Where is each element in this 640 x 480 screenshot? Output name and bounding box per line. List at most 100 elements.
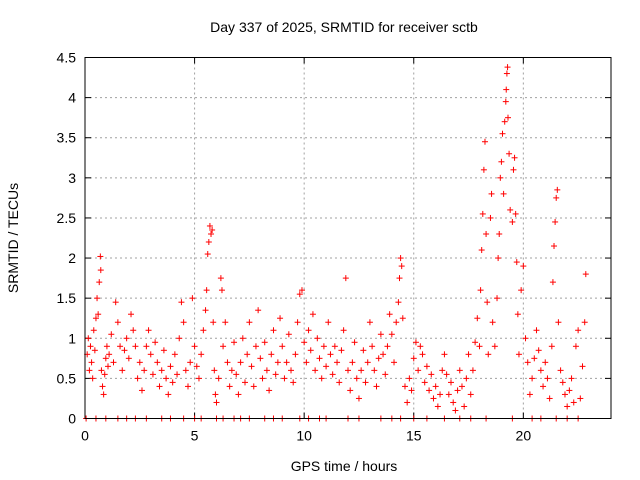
data-point [248,363,255,370]
data-point [255,307,262,314]
data-point [461,403,468,410]
data-point [503,86,510,93]
data-point [450,399,457,406]
data-point [456,367,463,374]
data-point [469,367,476,374]
data-point [458,383,465,390]
data-point [553,194,560,201]
data-point [544,375,551,382]
data-point [96,279,103,286]
data-point [320,343,327,350]
x-tick-label: 10 [296,428,312,444]
data-point [498,158,505,165]
data-point [261,339,268,346]
data-point [149,371,156,378]
x-tick-label: 0 [81,428,89,444]
data-point [257,355,264,362]
data-point [298,287,305,294]
data-point [85,335,92,342]
data-point [206,222,213,229]
data-point [235,391,242,398]
data-point [283,359,290,366]
data-point [252,343,259,350]
data-point [94,295,101,302]
data-point [426,387,433,394]
data-point [218,287,225,294]
data-point [382,371,389,378]
data-point [123,335,130,342]
data-point [494,295,501,302]
data-point [195,375,202,382]
data-point [176,335,183,342]
data-point [441,351,448,358]
data-point [353,375,360,382]
data-point [406,375,413,382]
data-point [480,166,487,173]
data-point [476,343,483,350]
data-point [169,379,176,386]
data-point [204,251,211,258]
data-point [507,206,514,213]
data-point [119,367,126,374]
data-point [557,367,564,374]
x-tick-label: 20 [516,428,532,444]
data-point [568,375,575,382]
data-point [501,118,508,125]
data-point [510,166,517,173]
data-point [428,371,435,378]
data-point [552,218,559,225]
data-point [143,343,150,350]
y-tick-label: 4.5 [57,50,77,66]
data-point [220,343,227,350]
plot-frame [84,57,612,419]
y-axis-label: SRMTID / TECUs [5,183,21,293]
data-point [101,371,108,378]
data-point [397,255,404,262]
data-point [205,239,212,246]
data-point [99,383,106,390]
data-point [384,343,391,350]
data-point [491,343,498,350]
data-point [448,379,455,386]
x-tick-label: 5 [191,428,199,444]
data-point [419,351,426,358]
data-point [509,218,516,225]
data-point [331,343,338,350]
data-point [499,130,506,137]
data-point [551,243,558,250]
data-point [259,375,266,382]
data-point [277,315,284,322]
data-point [288,367,295,374]
data-point [334,359,341,366]
data-point [487,214,494,221]
data-point [581,319,588,326]
data-point [163,375,170,382]
data-point [307,347,314,354]
data-point [215,375,222,382]
data-point [241,379,248,386]
data-point [355,395,362,402]
data-point [134,375,141,382]
data-point [266,387,273,394]
data-point [484,299,491,306]
data-point [506,150,513,157]
data-point [572,343,579,350]
data-point [518,287,525,294]
data-point [327,351,334,358]
data-point [228,367,235,374]
data-point [121,347,128,354]
data-point [290,379,297,386]
data-point [548,343,555,350]
y-tick-label: 0.5 [57,370,77,386]
data-point [193,363,200,370]
data-point [274,359,281,366]
data-point [112,299,119,306]
data-point [423,363,430,370]
data-point [488,190,495,197]
data-point [349,359,356,366]
y-tick-label: 1 [68,330,76,346]
data-point [366,319,373,326]
data-point [477,287,484,294]
data-point [579,363,586,370]
y-tick-label: 2.5 [57,210,77,226]
